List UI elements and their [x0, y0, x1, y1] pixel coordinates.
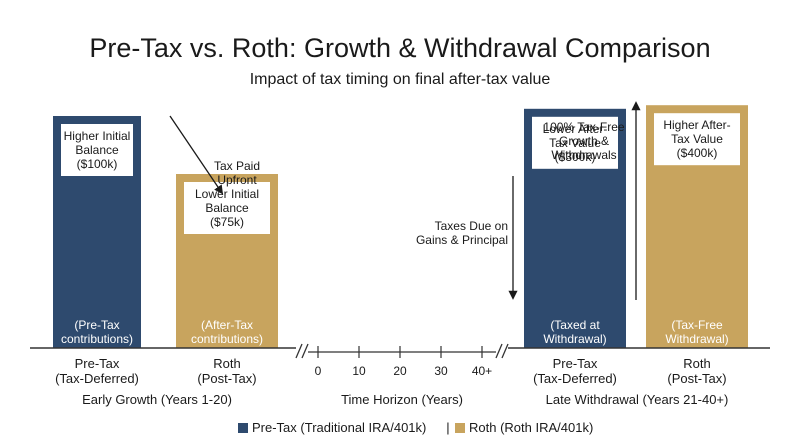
chart-title: Pre-Tax vs. Roth: Growth & Withdrawal Co…	[89, 33, 710, 63]
bar-category-label-0-1: Roth (Post-Tax)	[197, 356, 256, 386]
annotation-tax-paid-upfront: Tax Paid Upfront	[214, 159, 260, 187]
legend-label-pretax: Pre-Tax (Traditional IRA/401k)	[252, 420, 426, 435]
time-tick-label-3: 30	[434, 364, 448, 378]
bar-callout-1-1: Higher After-Tax Value ($400k)	[663, 118, 730, 160]
bars-layer: Higher Initial Balance ($100k) (Pre-Tax cont…	[53, 105, 748, 386]
annotation-tax-free-growth: 100% Tax-Free Growth & Withdrawals	[543, 120, 624, 162]
time-tick-label-1: 10	[352, 364, 366, 378]
bar-inner-label-1-0: (Taxed at Withdrawal)	[543, 318, 606, 346]
time-axis-label: Time Horizon (Years)	[341, 392, 463, 407]
legend-label-roth: Roth (Roth IRA/401k)	[469, 420, 593, 435]
bar-callout-box-1-0	[532, 116, 618, 169]
bar-callout-box-0-1	[184, 182, 270, 234]
arrow-tax-paid	[169, 115, 224, 195]
time-tick-label-4: 40+	[472, 364, 492, 378]
legend: Pre-Tax (Traditional IRA/401k) | Roth (R…	[238, 420, 593, 435]
legend-separator: |	[446, 420, 449, 435]
bar-category-label-0-0: Pre-Tax (Tax-Deferred)	[55, 356, 139, 386]
time-tick-label-0: 0	[315, 364, 322, 378]
time-tick-label-2: 20	[393, 364, 407, 378]
legend-swatch-pretax	[238, 423, 248, 433]
bar-inner-label-1-1: (Tax-Free Withdrawal)	[665, 318, 728, 346]
bar-callout-0-0: Higher Initial Balance ($100k)	[64, 129, 131, 171]
bar-category-label-1-1: Roth (Post-Tax)	[667, 356, 726, 386]
bar-callout-box-0-0	[61, 124, 133, 176]
bar-category-label-1-0: Pre-Tax (Tax-Deferred)	[533, 356, 617, 386]
bar-callout-box-1-1	[654, 113, 740, 166]
bar-inner-label-0-1: (After-Tax contributions)	[191, 318, 263, 346]
annotations-layer: Tax Paid Upfront Taxes Due on Gains & Princ…	[169, 101, 641, 300]
bar-callout-0-1: Lower Initial Balance ($75k)	[195, 187, 259, 229]
time-ticks: 0 10 20 30 40+	[315, 346, 492, 378]
axis-break-left	[295, 343, 309, 359]
group-label-late: Late Withdrawal (Years 21-40+)	[546, 392, 729, 407]
annotation-taxes-due: Taxes Due on Gains & Principal	[416, 219, 508, 247]
bar-callout-1-0: Lower After-Tax Value ($300k)	[543, 122, 608, 164]
axis-break-right	[495, 343, 509, 359]
chart-subtitle: Impact of tax timing on final after-tax …	[250, 71, 551, 88]
group-label-early: Early Growth (Years 1-20)	[82, 392, 232, 407]
legend-swatch-roth	[455, 423, 465, 433]
bar-inner-label-0-0: (Pre-Tax contributions)	[61, 318, 133, 346]
